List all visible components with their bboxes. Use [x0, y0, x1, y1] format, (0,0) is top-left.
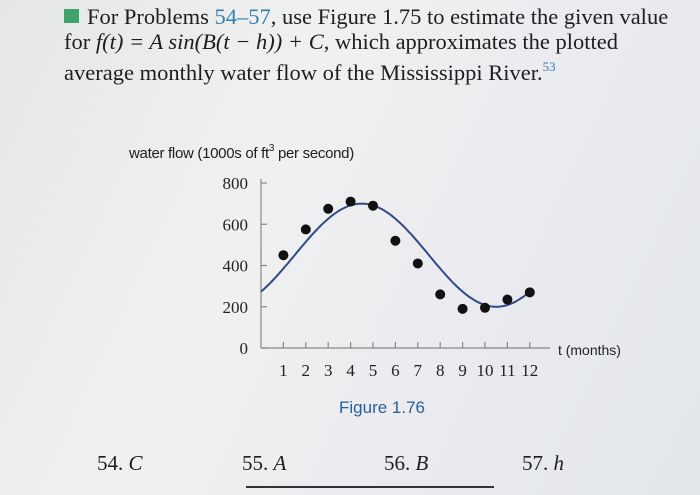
data-point-7 — [412, 258, 423, 269]
problem-56-var: B — [415, 451, 429, 475]
problem-statement: For Problems 54–57, use Figure 1.75 to e… — [64, 4, 674, 85]
problem-56-number: 56. — [384, 451, 411, 475]
data-point-4 — [345, 196, 356, 207]
data-point-8 — [435, 289, 446, 300]
x-axis-label: t (months) — [558, 342, 621, 358]
x-tick-label-5: 5 — [369, 361, 378, 380]
problem-54-var: C — [128, 451, 143, 475]
y-tick-label-600: 600 — [223, 215, 249, 234]
x-tick-label-12: 12 — [521, 361, 538, 380]
problem-55-number: 55. — [242, 451, 269, 475]
y-tick-label-0: 0 — [240, 339, 249, 358]
problem-57: 57. h — [522, 451, 564, 476]
x-tick-label-10: 10 — [477, 361, 494, 380]
x-tick-label-1: 1 — [279, 361, 288, 380]
problem-54-number: 54. — [97, 451, 124, 475]
footnote-ref[interactable]: 53 — [542, 59, 556, 74]
data-point-12 — [524, 287, 535, 298]
formula: f(t) = A sin(B(t − h)) + C — [95, 29, 324, 54]
x-tick-label-6: 6 — [391, 361, 400, 380]
y-axis-label-main: water flow (1000s of ft — [129, 145, 269, 162]
problem-suffix: , which approximates the plotted average… — [64, 29, 619, 85]
bullet-square-icon — [64, 9, 79, 23]
x-tick-label-7: 7 — [414, 361, 423, 380]
problem-55: 55. A — [242, 451, 286, 476]
x-tick-label-2: 2 — [302, 361, 311, 380]
x-tick-label-8: 8 — [436, 361, 445, 380]
data-point-6 — [390, 235, 401, 246]
problem-54: 54. C — [97, 451, 143, 476]
data-point-2 — [300, 224, 311, 235]
problem-56: 56. B — [384, 451, 428, 476]
problem-57-var: h — [553, 451, 565, 475]
y-axis-label-exponent: 3 — [268, 143, 275, 154]
data-point-3 — [323, 203, 334, 214]
y-axis-label: water flow (1000s of ft3 per second) — [129, 143, 354, 162]
y-axis-label-tail: per second) — [274, 145, 354, 162]
sinusoid-curve — [260, 202, 531, 308]
x-tick-label-9: 9 — [458, 361, 467, 380]
y-tick-label-400: 400 — [223, 257, 249, 276]
figure-caption: Figure 1.76 — [339, 398, 425, 417]
problem-prefix: For Problems — [87, 4, 215, 29]
data-point-10 — [480, 302, 490, 313]
data-point-1 — [278, 250, 289, 261]
problem-55-var: A — [273, 451, 287, 475]
y-tick-label-200: 200 — [223, 298, 249, 317]
data-point-11 — [502, 294, 513, 305]
x-tick-label-11: 11 — [499, 361, 515, 380]
answer-underline — [246, 486, 494, 488]
x-tick-label-3: 3 — [324, 361, 333, 380]
problem-57-number: 57. — [522, 451, 549, 475]
problem-mid: , use Figure 1.75 to estimate the given … — [64, 4, 669, 54]
data-point-9 — [457, 303, 468, 314]
y-tick-label-800: 800 — [223, 174, 249, 193]
data-point-5 — [368, 200, 378, 211]
x-tick-label-4: 4 — [346, 361, 355, 380]
problem-range-link[interactable]: 54–57 — [214, 4, 271, 29]
